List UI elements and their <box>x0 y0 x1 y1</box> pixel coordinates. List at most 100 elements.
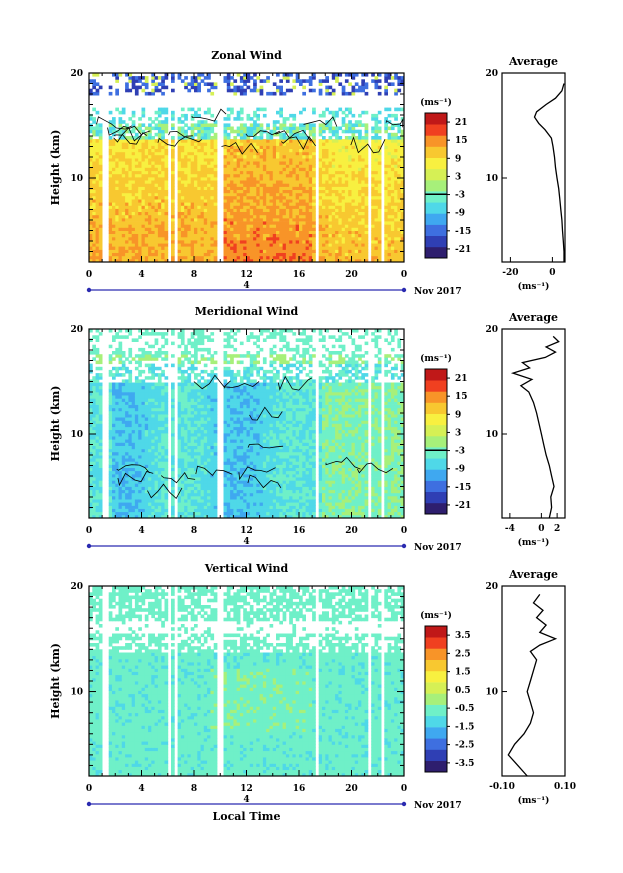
heatmap-cell <box>184 186 188 190</box>
heatmap-cell <box>289 123 293 127</box>
heatmap-cell <box>203 82 208 86</box>
heatmap-cell <box>239 183 244 187</box>
heatmap-cell <box>358 195 362 200</box>
heatmap-cell <box>95 395 100 399</box>
heatmap-cell <box>397 221 402 225</box>
heatmap-cell <box>197 73 201 77</box>
heatmap-cell <box>344 154 349 159</box>
heatmap-cell <box>134 176 139 181</box>
heatmap-cell <box>266 217 270 222</box>
heatmap-cell <box>295 258 300 263</box>
heatmap-cell <box>266 230 270 234</box>
heatmap-cell <box>92 426 96 431</box>
heatmap-cell <box>243 211 247 216</box>
heatmap-cell <box>354 249 359 253</box>
heatmap-cell <box>210 230 215 234</box>
heatmap-cell <box>118 505 123 509</box>
heatmap-cell <box>253 142 257 146</box>
heatmap-cell <box>108 170 113 175</box>
heatmap-cell <box>112 154 116 159</box>
heatmap-cell <box>190 183 195 187</box>
heatmap-cell <box>276 224 280 228</box>
heatmap-cell <box>92 91 96 96</box>
heatmap-cell <box>194 224 198 228</box>
heatmap-cell <box>397 79 402 83</box>
heatmap-cell <box>118 410 123 415</box>
heatmap-cell <box>285 217 290 222</box>
heatmap-cell <box>95 388 100 393</box>
heatmap-cell <box>295 161 300 165</box>
heatmap-cell <box>239 246 244 250</box>
heatmap-cell <box>138 243 142 247</box>
heatmap-cell <box>89 492 93 497</box>
heatmap-cell <box>384 91 388 96</box>
heatmap-cell <box>171 151 175 156</box>
heatmap-cell <box>325 164 329 168</box>
heatmap-cell <box>295 132 300 137</box>
heatmap-cell <box>299 148 303 153</box>
heatmap-cell <box>112 211 116 216</box>
heatmap-cell <box>89 461 93 465</box>
heatmap-cell <box>328 148 333 153</box>
heatmap-cell <box>279 132 283 137</box>
heatmap-cell <box>387 249 392 253</box>
heatmap-cell <box>223 258 228 263</box>
heatmap-cell <box>115 461 119 465</box>
heatmap-cell <box>348 217 352 222</box>
heatmap-cell <box>318 208 323 212</box>
heatmap-cell <box>161 258 165 263</box>
heatmap-cell <box>144 221 149 225</box>
heatmap-cell <box>325 252 329 257</box>
heatmap-cell <box>249 132 254 137</box>
heatmap-cell <box>108 205 113 209</box>
heatmap-cell <box>276 221 280 225</box>
heatmap-cell <box>338 246 343 250</box>
heatmap-cell <box>207 180 211 184</box>
heatmap-cell <box>400 195 405 200</box>
heatmap-cell <box>348 205 352 209</box>
heatmap-cell <box>374 246 379 250</box>
heatmap-cell <box>161 151 165 156</box>
heatmap-cell <box>226 227 231 231</box>
heatmap-cell <box>289 154 293 159</box>
heatmap-cell <box>390 183 395 187</box>
heatmap-cell <box>125 252 129 257</box>
heatmap-cell <box>318 195 323 200</box>
heatmap-cell <box>131 230 136 234</box>
heatmap-cell <box>272 214 277 219</box>
heatmap-cell <box>374 192 379 197</box>
heatmap-cell <box>351 148 356 153</box>
heatmap-cell <box>154 249 159 253</box>
heatmap-cell <box>322 167 326 172</box>
heatmap-cell <box>374 224 379 228</box>
heatmap-cell <box>125 495 129 500</box>
heatmap-cell <box>312 233 316 238</box>
heatmap-cell <box>207 252 211 257</box>
heatmap-cell <box>121 404 126 409</box>
heatmap-cell <box>318 132 323 137</box>
heatmap-cell <box>276 120 280 124</box>
heatmap-cell <box>374 167 379 172</box>
heatmap-cell <box>213 227 218 231</box>
heatmap-cell <box>131 252 136 257</box>
heatmap-cell <box>390 208 395 212</box>
heatmap-cell <box>322 243 326 247</box>
heatmap-cell <box>354 211 359 216</box>
heatmap-cell <box>98 445 103 450</box>
heatmap-cell <box>131 492 136 497</box>
heatmap-cell <box>138 486 142 491</box>
heatmap-cell <box>121 227 126 231</box>
heatmap-cell <box>108 423 113 428</box>
heatmap-cell <box>312 258 316 263</box>
heatmap-cell <box>256 243 260 247</box>
heatmap-cell <box>335 199 339 203</box>
heatmap-cell <box>318 252 323 257</box>
heatmap-cell <box>328 233 333 238</box>
heatmap-cell <box>151 82 155 86</box>
heatmap-cell <box>253 258 257 263</box>
heatmap-cell <box>371 126 375 131</box>
heatmap-cell <box>210 183 215 187</box>
heatmap-cell <box>128 423 133 428</box>
heatmap-cell <box>325 221 329 225</box>
heatmap-cell <box>141 110 146 115</box>
